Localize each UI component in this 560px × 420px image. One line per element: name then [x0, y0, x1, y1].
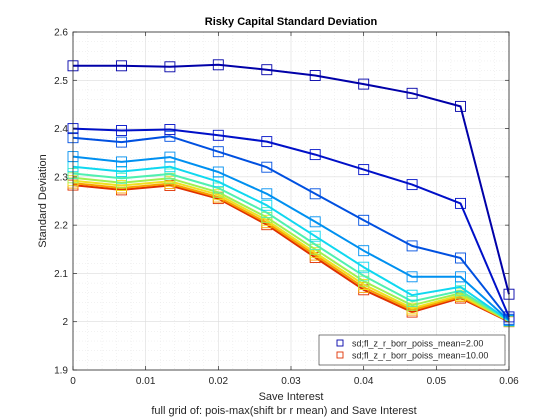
- y-tick-label: 2.3: [54, 172, 68, 183]
- data-point: [212, 129, 224, 141]
- data-point: [116, 125, 127, 136]
- data-point: [164, 124, 176, 135]
- data-point: [261, 161, 273, 173]
- x-tick-label: 0.01: [136, 376, 156, 387]
- x-tick-label: 0.06: [499, 376, 519, 387]
- x-tick-label: 0: [70, 376, 76, 387]
- series-line: [72, 155, 510, 322]
- data-point: [116, 172, 127, 184]
- series-layer: [67, 59, 515, 328]
- y-axis-label: Standard Deviation: [37, 154, 49, 248]
- legend-box: [318, 334, 506, 366]
- series-line: [72, 184, 510, 323]
- y-tick-label: 2.6: [54, 28, 68, 39]
- series-line: [72, 179, 510, 323]
- data-point: [261, 136, 273, 148]
- series-line: [73, 63, 510, 295]
- data-point: [212, 146, 224, 158]
- data-point: [261, 64, 273, 76]
- y-tick-label: 2.5: [54, 76, 68, 87]
- data-point: [358, 261, 370, 273]
- legend-entry-series-1: sd;fl_z_r_borr_poiss_mean=2.00: [352, 339, 483, 349]
- data-point: [358, 78, 370, 90]
- y-tick-label: 2.4: [54, 124, 68, 135]
- series-line: [72, 165, 510, 322]
- data-point: [455, 271, 466, 283]
- data-point: [406, 271, 418, 283]
- data-point: [406, 289, 418, 301]
- data-point: [164, 130, 176, 142]
- data-point: [358, 214, 370, 226]
- series-1: [67, 59, 515, 300]
- legend-marker-series-1: [336, 339, 344, 347]
- series-line: [72, 127, 510, 318]
- data-point: [309, 239, 321, 250]
- data-point: [164, 61, 176, 73]
- data-point: [406, 87, 418, 99]
- data-point: [261, 188, 273, 200]
- ticks: 0 0.01 0.02 0.03 0.04 0.05 0.06 1.9 2 2.1 2.2 2.3 2.…: [54, 28, 519, 388]
- legend-marker-series-10: [336, 351, 344, 359]
- x-tick-label: 0.05: [427, 376, 447, 387]
- data-point: [358, 270, 370, 282]
- y-tick-label: 2: [62, 317, 68, 328]
- figure-caption: full grid of: pois-max(shift br r mean) …: [151, 405, 416, 417]
- data-point: [116, 156, 127, 168]
- x-axis-label: Save Interest: [259, 391, 324, 403]
- data-point: [358, 164, 370, 176]
- chart-title: Risky Capital Standard Deviation: [205, 16, 378, 28]
- series-line: [72, 135, 510, 320]
- y-tick-label: 2.1: [54, 269, 68, 280]
- data-point: [406, 295, 418, 307]
- series-line: [72, 182, 510, 323]
- y-tick-label: 2.2: [54, 221, 68, 232]
- series-line: [72, 172, 510, 322]
- data-point: [455, 197, 466, 209]
- data-point: [309, 216, 321, 228]
- data-point: [309, 149, 321, 161]
- data-point: [212, 59, 224, 71]
- data-point: [406, 179, 418, 191]
- y-tick-label: 1.9: [54, 366, 68, 377]
- data-point: [212, 182, 224, 194]
- data-point: [406, 240, 418, 252]
- data-point: [261, 207, 273, 219]
- legend-entry-series-10: sd;fl_z_r_borr_poiss_mean=10.00: [352, 351, 488, 361]
- x-tick-label: 0.03: [281, 376, 301, 387]
- data-point: [164, 151, 176, 163]
- data-point: [455, 100, 466, 112]
- series-line: [72, 176, 510, 323]
- data-point: [309, 188, 321, 200]
- x-tick-label: 0.02: [209, 376, 229, 387]
- data-point: [261, 199, 273, 211]
- data-point: [309, 230, 321, 242]
- data-point: [116, 136, 127, 148]
- data-point: [116, 60, 127, 72]
- data-point: [358, 245, 370, 257]
- data-point: [164, 168, 176, 180]
- x-tick-label: 0.04: [354, 376, 374, 387]
- data-point: [212, 166, 224, 178]
- data-point: [309, 70, 321, 81]
- data-point: [455, 252, 466, 264]
- legend: sd;fl_z_r_borr_poiss_mean=2.00 sd;fl_z_r…: [318, 334, 506, 366]
